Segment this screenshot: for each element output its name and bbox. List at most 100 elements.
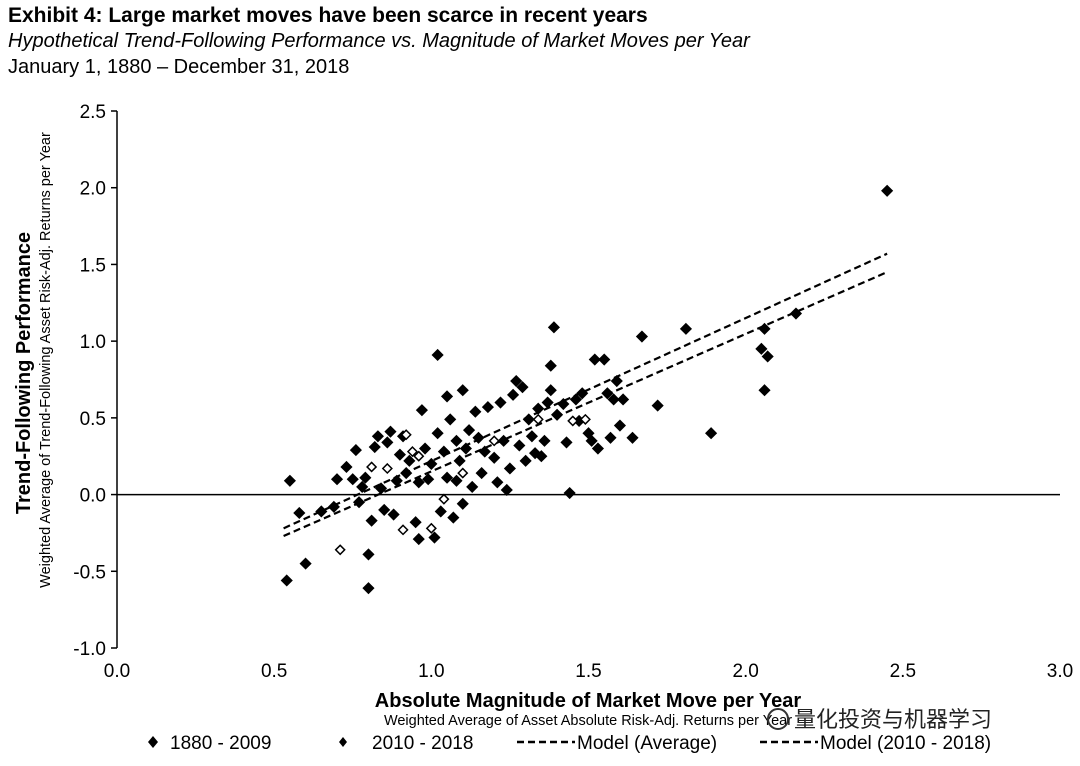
legend: 1880 - 2009 2010 - 2018 Model (Average) … xyxy=(148,733,991,754)
x-tick-label: 2.0 xyxy=(732,661,758,682)
y-tick-label: 1.0 xyxy=(80,332,106,353)
point-1880-2009 xyxy=(532,402,545,415)
point-1880-2009 xyxy=(617,393,630,406)
point-1880-2009 xyxy=(280,574,293,587)
point-1880-2009 xyxy=(368,440,381,454)
point-1880-2009 xyxy=(588,353,601,366)
point-2010-2018 xyxy=(457,467,469,479)
point-1880-2009 xyxy=(374,482,388,495)
point-2010-2018 xyxy=(425,522,437,534)
point-1880-2009 xyxy=(466,480,479,493)
x-tick-label: 0.5 xyxy=(261,661,287,682)
point-1880-2009 xyxy=(604,431,617,444)
x-tick-label: 1.5 xyxy=(575,661,601,682)
point-1880-2009 xyxy=(761,350,774,363)
x-tick-label: 0.0 xyxy=(104,661,130,682)
legend-marker-hollow-diamond xyxy=(339,737,347,747)
point-1880-2009 xyxy=(506,388,520,401)
legend-item-model-2010-2018: Model (2010 - 2018) xyxy=(760,733,991,754)
x-tick-label: 2.5 xyxy=(890,661,916,682)
point-1880-2009 xyxy=(415,404,428,417)
point-1880-2009 xyxy=(459,442,472,455)
chart-title: Exhibit 4: Large market moves have been … xyxy=(8,4,648,27)
axes: 2.52.01.51.00.50.0-0.5-1.00.0 0.5 1.0 1.5 2.… xyxy=(73,102,1073,682)
point-1880-2009 xyxy=(478,445,491,458)
point-2010-2018 xyxy=(532,413,544,425)
point-1880-2009 xyxy=(510,374,523,388)
point-1880-2009 xyxy=(503,462,516,475)
point-1880-2009 xyxy=(381,436,394,449)
point-1880-2009 xyxy=(418,442,432,455)
point-2010-2018 xyxy=(438,493,450,505)
x-tick-label: 3.0 xyxy=(1047,661,1073,682)
point-1880-2009 xyxy=(541,396,554,409)
point-1880-2009 xyxy=(607,393,620,406)
point-1880-2009 xyxy=(525,430,538,443)
point-1880-2009 xyxy=(626,431,639,444)
point-1880-2009 xyxy=(522,413,535,426)
y-tick-label: -0.5 xyxy=(73,562,106,583)
point-1880-2009 xyxy=(327,500,340,513)
point-1880-2009 xyxy=(475,467,488,480)
point-1880-2009 xyxy=(428,531,441,544)
point-1880-2009 xyxy=(591,442,604,455)
point-1880-2009 xyxy=(362,582,375,595)
point-1880-2009 xyxy=(538,434,551,447)
point-1880-2009 xyxy=(576,387,589,400)
point-1880-2009 xyxy=(513,439,526,452)
point-2010-2018 xyxy=(366,461,378,473)
point-1880-2009 xyxy=(412,476,425,489)
point-2010-2018 xyxy=(406,446,419,458)
y-tick-label: 2.5 xyxy=(80,102,106,123)
x-axis-label: Absolute Magnitude of Market Move per Ye… xyxy=(375,690,802,712)
point-2010-2018 xyxy=(397,524,409,536)
point-2010-2018 xyxy=(413,450,425,462)
point-1880-2009 xyxy=(497,434,510,447)
y-axis-sublabel: Weighted Average of Trend-Following Asse… xyxy=(38,132,54,588)
point-1880-2009 xyxy=(469,405,482,418)
point-1880-2009 xyxy=(560,436,573,449)
point-1880-2009 xyxy=(547,321,560,334)
point-1880-2009 xyxy=(635,330,649,343)
point-1880-2009 xyxy=(450,434,463,447)
point-1880-2009 xyxy=(535,450,548,463)
watermark-text: 量化投资与机器学习 xyxy=(794,707,992,732)
legend-item-model-average: Model (Average) xyxy=(517,733,717,754)
watermark: 量化投资与机器学习 xyxy=(767,707,992,732)
point-2010-2018 xyxy=(400,429,412,441)
y-tick-label: 2.0 xyxy=(80,179,106,200)
point-1880-2009 xyxy=(557,397,570,411)
point-1880-2009 xyxy=(293,506,306,520)
point-2010-2018 xyxy=(381,462,393,475)
legend-label-model-average: Model (Average) xyxy=(577,733,717,754)
point-1880-2009 xyxy=(472,431,485,444)
point-1880-2009 xyxy=(758,384,771,397)
point-1880-2009 xyxy=(598,353,611,366)
point-1880-2009 xyxy=(371,430,384,443)
y-tick-label: 1.5 xyxy=(80,255,106,276)
point-1880-2009 xyxy=(440,390,454,403)
point-1880-2009 xyxy=(488,451,501,464)
point-1880-2009 xyxy=(789,307,803,320)
point-1880-2009 xyxy=(409,516,422,529)
point-1880-2009 xyxy=(481,401,494,414)
point-2010-2018 xyxy=(567,415,579,427)
point-1880-2009 xyxy=(440,471,454,484)
point-1880-2009 xyxy=(462,424,476,437)
point-1880-2009 xyxy=(431,427,444,440)
point-1880-2009 xyxy=(393,448,406,461)
point-1880-2009 xyxy=(444,413,457,426)
point-1880-2009 xyxy=(551,408,564,421)
legend-marker-filled-diamond xyxy=(148,736,158,748)
point-1880-2009 xyxy=(356,480,369,493)
y-tick-label: -1.0 xyxy=(73,639,106,660)
point-1880-2009 xyxy=(384,425,397,438)
chart-date-range: January 1, 1880 – December 31, 2018 xyxy=(8,56,350,78)
point-1880-2009 xyxy=(378,503,391,516)
x-tick-label: 1.0 xyxy=(418,661,444,682)
point-1880-2009 xyxy=(516,381,529,394)
point-1880-2009 xyxy=(456,384,469,397)
point-1880-2009 xyxy=(315,505,328,518)
y-tick-label: 0.0 xyxy=(80,486,106,507)
